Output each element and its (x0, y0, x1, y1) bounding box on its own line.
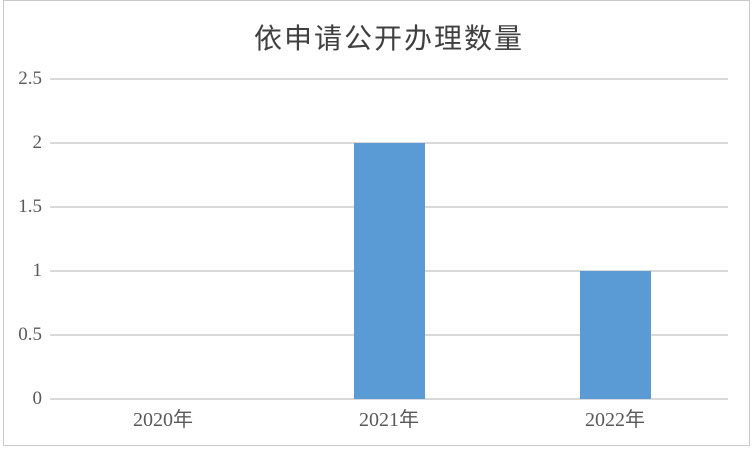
x-axis-tick-label: 2022年 (585, 409, 645, 431)
bar-2021年 (353, 143, 425, 399)
x-axis-tick-label: 2020年 (133, 409, 193, 431)
y-axis-tick-label: 1.5 (18, 196, 42, 217)
y-axis-tick-label: 2 (32, 132, 43, 153)
gridline (50, 398, 728, 400)
y-axis-tick-label: 2.5 (18, 68, 42, 89)
gridline (50, 78, 728, 80)
x-axis-tick-label: 2021年 (359, 409, 419, 431)
y-axis-tick-label: 1 (32, 260, 43, 281)
bar-2022年 (579, 271, 651, 399)
chart-title: 依申请公开办理数量 (253, 24, 524, 55)
y-axis-tick-label: 0 (32, 388, 43, 409)
y-axis-tick-label: 0.5 (18, 324, 42, 345)
